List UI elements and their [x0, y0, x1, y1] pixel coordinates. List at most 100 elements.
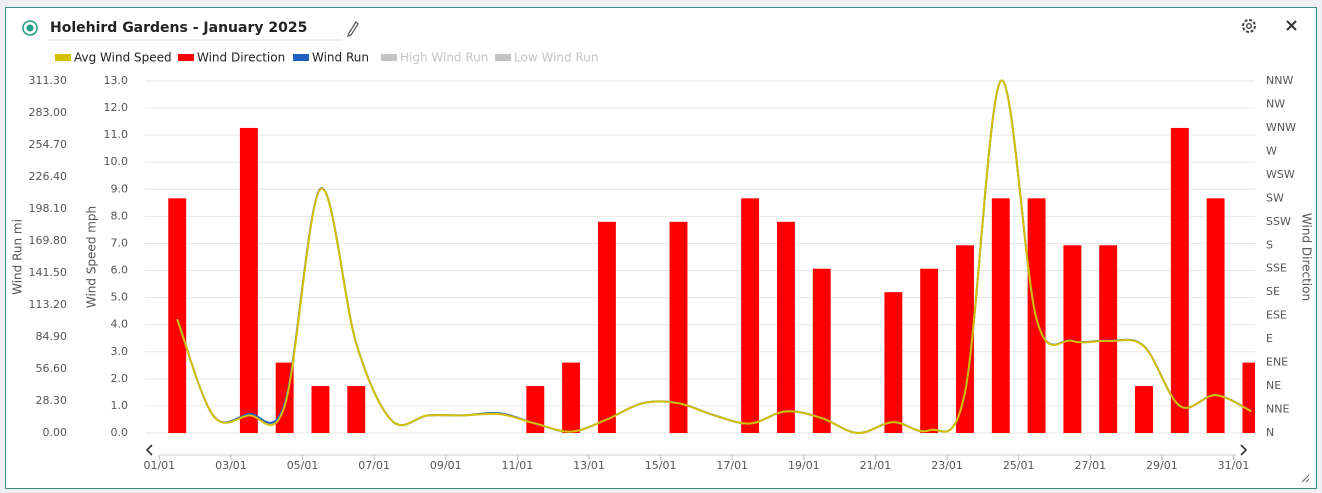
bar: [239, 127, 258, 433]
x-tick-label: 23/01: [931, 459, 963, 472]
y-axis-title: Wind Speed mph: [85, 206, 99, 308]
settings-icon[interactable]: [1242, 19, 1256, 33]
y3-axis-title: Wind Direction: [1300, 213, 1314, 301]
bar: [1170, 127, 1189, 433]
bar: [1063, 245, 1082, 433]
y3-tick-label: ENE: [1266, 356, 1288, 369]
y3-tick-label: WSW: [1266, 168, 1295, 181]
x-tick-label: 21/01: [860, 459, 892, 472]
y2-tick-label: 84.90: [36, 330, 68, 343]
y-tick-label: 13.0: [104, 74, 129, 87]
y3-tick-label: E: [1266, 332, 1273, 345]
y2-tick-label: 56.60: [36, 362, 68, 375]
widget-frame: [5, 7, 1317, 489]
y-tick-label: 6.0: [111, 264, 129, 277]
radio-icon[interactable]: [22, 20, 38, 36]
y3-tick-label: NNE: [1266, 403, 1289, 416]
y3-tick-label: W: [1266, 144, 1277, 157]
y2-tick-label: 169.80: [29, 234, 68, 247]
scroll-left[interactable]: [145, 444, 153, 456]
bar: [347, 386, 366, 433]
y-tick-label: 7.0: [111, 236, 129, 249]
widget-title[interactable]: Holehird Gardens - January 2025: [50, 20, 307, 36]
x-tick-label: 01/01: [143, 459, 175, 472]
bar: [920, 268, 939, 433]
y2-tick-label: 113.20: [29, 298, 68, 311]
plot-area: [168, 79, 1255, 435]
bar: [1099, 245, 1118, 433]
y3-tick-label: NNW: [1266, 74, 1293, 87]
y-tick-label: 3.0: [111, 345, 129, 358]
x-tick-label: 07/01: [358, 459, 390, 472]
y2-tick-label: 254.70: [29, 138, 68, 151]
y-tick-label: 0.0: [111, 426, 129, 439]
bar: [168, 198, 187, 433]
y3-tick-label: WNW: [1266, 121, 1296, 134]
bar: [562, 362, 581, 433]
y3-tick-label: N: [1266, 426, 1274, 439]
bar: [311, 386, 330, 433]
y-tick-label: 8.0: [111, 209, 129, 222]
legend-label[interactable]: Wind Direction: [197, 51, 285, 65]
bar: [776, 221, 795, 433]
bar: [669, 221, 688, 433]
y3-tick-label: SW: [1266, 191, 1284, 204]
x-tick-label: 09/01: [430, 459, 462, 472]
bar: [812, 268, 831, 433]
x-tick-label: 11/01: [502, 459, 534, 472]
y3-tick-label: SE: [1266, 285, 1280, 298]
legend-label[interactable]: High Wind Run: [400, 51, 488, 65]
bar: [1242, 362, 1255, 433]
y2-tick-label: 283.00: [29, 106, 68, 119]
y-tick-label: 1.0: [111, 399, 129, 412]
legend-swatch[interactable]: [381, 54, 397, 61]
y-tick-label: 2.0: [111, 372, 129, 385]
y3-tick-label: NW: [1266, 97, 1285, 110]
legend-label[interactable]: Wind Run: [312, 51, 369, 65]
x-tick-label: 29/01: [1146, 459, 1178, 472]
x-tick-label: 03/01: [215, 459, 247, 472]
legend-label[interactable]: Avg Wind Speed: [74, 51, 172, 65]
y2-axis-title: Wind Run mi: [11, 219, 25, 295]
y2-tick-label: 28.30: [36, 394, 68, 407]
y2-tick-label: 198.10: [29, 202, 68, 215]
x-tick-label: 15/01: [645, 459, 677, 472]
close-icon[interactable]: [1286, 20, 1297, 31]
y-tick-label: 10.0: [104, 155, 129, 168]
y-tick-label: 12.0: [104, 101, 129, 114]
y3-tick-label: S: [1266, 238, 1273, 251]
y3-tick-label: SSE: [1266, 262, 1287, 275]
resize-handle[interactable]: [1301, 474, 1310, 483]
line: [176, 79, 1252, 435]
legend-swatch[interactable]: [495, 54, 511, 61]
bar: [991, 198, 1010, 433]
legend-swatch[interactable]: [178, 54, 194, 61]
x-tick-label: 05/01: [287, 459, 319, 472]
y2-tick-label: 0.00: [43, 426, 68, 439]
bar: [1206, 198, 1225, 433]
x-tick-label: 17/01: [716, 459, 748, 472]
bar: [741, 198, 760, 433]
y-tick-label: 9.0: [111, 182, 129, 195]
x-tick-label: 31/01: [1218, 459, 1250, 472]
y2-tick-label: 141.50: [29, 266, 68, 279]
legend-label[interactable]: Low Wind Run: [514, 51, 598, 65]
x-tick-label: 13/01: [573, 459, 605, 472]
legend-swatch[interactable]: [293, 54, 309, 61]
bar: [1135, 386, 1153, 433]
y3-tick-label: ESE: [1266, 309, 1287, 322]
bar: [597, 221, 616, 433]
y3-tick-label: SSW: [1266, 215, 1291, 228]
y-tick-label: 4.0: [111, 318, 129, 331]
x-tick-label: 25/01: [1003, 459, 1035, 472]
y2-tick-label: 226.40: [29, 170, 68, 183]
legend-swatch[interactable]: [55, 54, 71, 61]
y3-tick-label: NE: [1266, 379, 1281, 392]
y2-tick-label: 311.30: [29, 74, 68, 87]
x-tick-label: 19/01: [788, 459, 820, 472]
scroll-right[interactable]: [1240, 444, 1248, 456]
bar: [956, 245, 974, 433]
edit-icon[interactable]: [347, 21, 359, 37]
